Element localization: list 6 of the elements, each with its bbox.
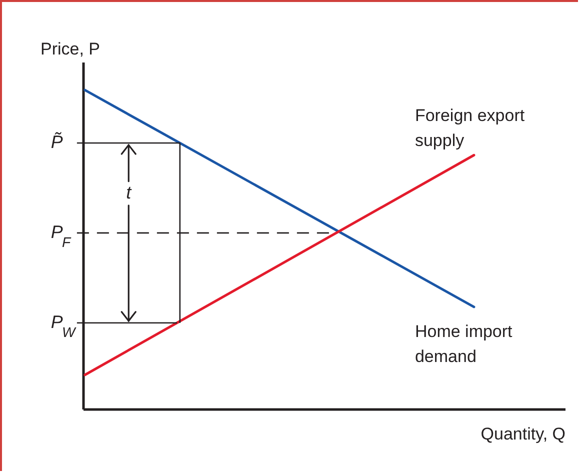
annotation: t <box>126 182 132 202</box>
x-axis-title: Quantity, Q <box>480 424 566 444</box>
ref-line-label: P̃ <box>50 132 63 152</box>
text: Home import demand <box>414 322 513 366</box>
y-axis-title: Price, P <box>40 40 100 58</box>
series-label: Foreign export supply <box>414 106 525 150</box>
